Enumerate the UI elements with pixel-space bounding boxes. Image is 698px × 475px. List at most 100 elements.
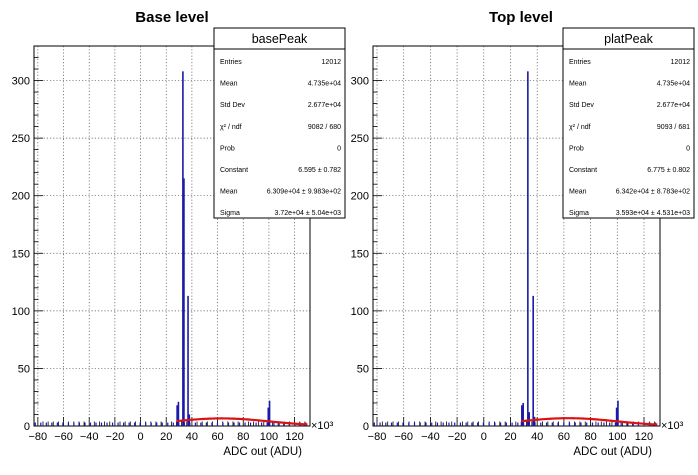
x-tick-label: 80 bbox=[237, 431, 249, 443]
x-tick-label: 80 bbox=[584, 431, 596, 443]
y-tick-label: 50 bbox=[357, 363, 369, 375]
y-axis: 0 50 100 150 200 250 300 bbox=[351, 57, 382, 433]
gaussian-fit-curve bbox=[176, 417, 308, 426]
y-tick-label: 100 bbox=[12, 306, 30, 318]
stats-value: 4.735e+04 bbox=[308, 81, 341, 88]
stats-label: Sigma bbox=[569, 210, 589, 217]
stats-box: basePeak Entries 12012 Mean 4.735e+04 Std Dev… bbox=[213, 27, 346, 219]
stats-value: 6.309e+04 ± 9.983e+02 bbox=[267, 189, 341, 196]
x-axis-label: ADC out (ADU) bbox=[573, 446, 652, 458]
x-tick-label: 120 bbox=[635, 431, 653, 443]
histogram-bin bbox=[532, 295, 534, 426]
y-tick-label: 250 bbox=[351, 133, 369, 145]
stats-box: platPeak Entries 12012 Mean 4.735e+04 Std Dev… bbox=[562, 27, 695, 219]
x-tick-label: −80 bbox=[29, 431, 48, 443]
x-tick-label: −40 bbox=[80, 431, 99, 443]
plot-frame bbox=[33, 45, 311, 427]
stats-label: Mean bbox=[220, 189, 238, 196]
y-tick-label: 0 bbox=[24, 421, 30, 433]
plot-frame bbox=[372, 45, 661, 427]
x-tick-label: 40 bbox=[186, 431, 198, 443]
histogram-bin bbox=[615, 407, 618, 426]
histogram-bin bbox=[522, 402, 524, 426]
histogram-bin bbox=[177, 401, 180, 426]
stats-label: Constant bbox=[569, 167, 597, 174]
stats-value: 12012 bbox=[322, 59, 342, 66]
x-tick-label: 0 bbox=[137, 431, 143, 443]
x-tick-label: 100 bbox=[608, 431, 626, 443]
x-tick-label: 60 bbox=[558, 431, 570, 443]
x-tick-label: 0 bbox=[481, 431, 487, 443]
base-level-panel: Base level −80 −60 −40 −20 0 20 40 60 80 100 120 ×10… bbox=[12, 9, 346, 458]
stats-label: Mean bbox=[220, 81, 238, 88]
stats-label: Prob bbox=[569, 145, 584, 152]
histogram-bin bbox=[183, 178, 185, 426]
stats-label: Std Dev bbox=[569, 102, 594, 109]
stats-value: 6.775 ± 0.802 bbox=[647, 167, 690, 174]
y-tick-label: 300 bbox=[12, 76, 30, 88]
x-tick-label: −20 bbox=[448, 431, 467, 443]
stats-value: 6.595 ± 0.782 bbox=[298, 167, 341, 174]
y-tick-label: 250 bbox=[12, 133, 30, 145]
x-axis: −80 −60 −40 −20 0 20 40 60 80 100 120 ×10³ ADC out (… bbox=[29, 417, 334, 458]
histogram-bin bbox=[187, 295, 189, 426]
grid-lines bbox=[34, 46, 310, 426]
histogram-bin bbox=[182, 71, 184, 426]
histogram-bin bbox=[267, 407, 270, 426]
histogram-bin bbox=[533, 416, 536, 426]
stats-value: 12012 bbox=[671, 59, 691, 66]
stats-value: 3.593e+04 ± 4.531e+03 bbox=[616, 210, 690, 217]
stats-label: Prob bbox=[220, 145, 235, 152]
y-tick-label: 150 bbox=[351, 248, 369, 260]
y-axis: 0 50 100 150 200 250 300 bbox=[12, 57, 43, 433]
chart-title: Top level bbox=[489, 9, 553, 26]
x-tick-label: −80 bbox=[368, 431, 387, 443]
stats-value: 9082 / 680 bbox=[308, 124, 341, 131]
stats-box-frame bbox=[213, 27, 346, 219]
y-tick-label: 300 bbox=[351, 76, 369, 88]
x-tick-label: 20 bbox=[504, 431, 516, 443]
x-axis: −80 −60 −40 −20 0 20 40 60 80 100 120 ×10³ ADC out (… bbox=[368, 417, 684, 458]
stats-value: 6.342e+04 ± 8.783e+02 bbox=[616, 189, 690, 196]
histogram-series bbox=[34, 71, 307, 426]
histogram-bin bbox=[617, 400, 619, 426]
stats-value: 9093 / 681 bbox=[657, 124, 690, 131]
stats-label: Mean bbox=[569, 189, 587, 196]
y-tick-label: 100 bbox=[351, 306, 369, 318]
stats-value: 3.72e+04 ± 5.04e+03 bbox=[274, 210, 341, 217]
x-tick-label: 120 bbox=[285, 431, 303, 443]
stats-value: 2.677e+04 bbox=[657, 102, 690, 109]
stats-value: 0 bbox=[337, 145, 341, 152]
stats-label: χ² / ndf bbox=[220, 124, 242, 131]
x-tick-label: −20 bbox=[106, 431, 125, 443]
histogram-bin bbox=[528, 412, 530, 426]
gaussian-fit-curve bbox=[521, 417, 658, 426]
stats-label: Entries bbox=[220, 59, 242, 66]
stats-label: Entries bbox=[569, 59, 591, 66]
y-tick-label: 200 bbox=[351, 191, 369, 203]
x-tick-label: 40 bbox=[531, 431, 543, 443]
stats-box-frame bbox=[562, 27, 695, 219]
stats-box-name: basePeak bbox=[252, 32, 308, 46]
grid-lines bbox=[373, 46, 660, 426]
x-tick-label: 20 bbox=[160, 431, 172, 443]
x-tick-label: −40 bbox=[421, 431, 440, 443]
x-axis-label: ADC out (ADU) bbox=[223, 446, 302, 458]
x-axis-multiplier: ×10³ bbox=[311, 420, 334, 432]
x-tick-label: −60 bbox=[394, 431, 413, 443]
histogram-bin bbox=[268, 400, 271, 426]
stats-label: Constant bbox=[220, 167, 248, 174]
stats-box-name: platPeak bbox=[604, 32, 653, 46]
x-tick-label: 100 bbox=[260, 431, 278, 443]
x-tick-label: 60 bbox=[211, 431, 223, 443]
y-tick-label: 150 bbox=[12, 248, 30, 260]
x-tick-label: −60 bbox=[54, 431, 73, 443]
histogram-bin bbox=[176, 405, 178, 426]
stats-label: χ² / ndf bbox=[569, 124, 591, 131]
y-tick-label: 50 bbox=[18, 363, 30, 375]
y-tick-label: 0 bbox=[363, 421, 369, 433]
chart-title: Base level bbox=[135, 9, 208, 26]
stats-value: 4.735e+04 bbox=[657, 81, 690, 88]
stats-label: Mean bbox=[569, 81, 587, 88]
